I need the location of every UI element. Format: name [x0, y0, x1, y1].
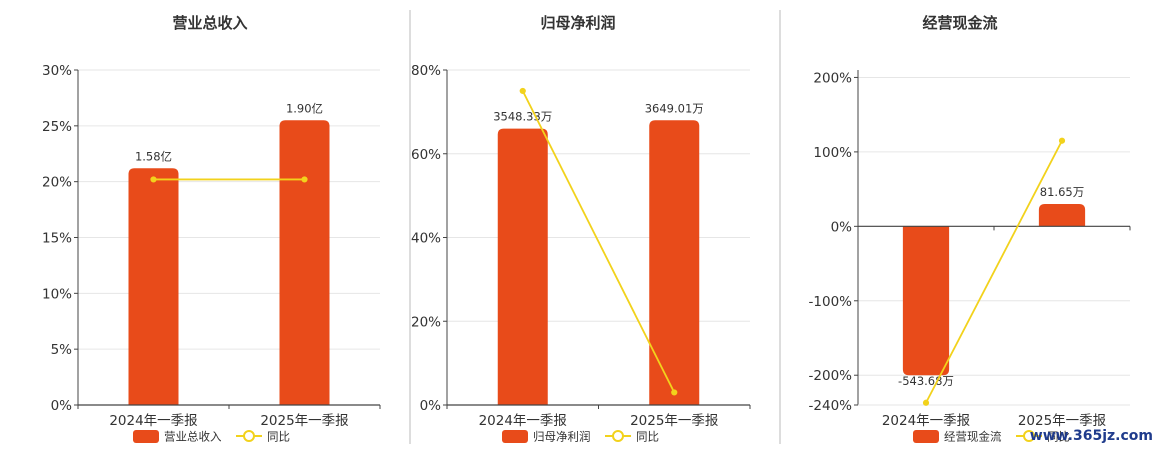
legend-bar-label: 归母净利润	[533, 430, 591, 444]
yoy-point	[519, 87, 526, 95]
y-tick-label: -200%	[809, 368, 853, 384]
y-tick-label: 30%	[42, 63, 72, 79]
chart-panel-2: 归母净利润 0% 20% 40% 60% 80% 3548.33万 3649.01万 2024年…	[411, 10, 781, 444]
y-tick-label: 25%	[42, 119, 72, 135]
chart-panel-1: 营业总收入 0% 5% 10% 15% 20% 25% 30% 1.58亿 1.90亿 2024年一…	[42, 10, 411, 444]
chart-title: 营业总收入	[172, 14, 247, 32]
data-label: 3649.01万	[645, 101, 704, 115]
y-tick-label: 60%	[411, 147, 441, 163]
yoy-point	[922, 399, 930, 406]
y-tick-label: 20%	[411, 314, 441, 330]
x-tick-label: 2025年一季报	[630, 413, 718, 429]
bar	[497, 128, 548, 405]
yoy-point	[1058, 137, 1066, 144]
y-tick-label: 40%	[411, 231, 441, 247]
legend-bar-swatch	[133, 430, 159, 443]
legend-line-marker	[243, 430, 255, 442]
y-tick-label: 0%	[831, 219, 853, 235]
y-tick-label: 100%	[813, 145, 852, 161]
yoy-point	[671, 389, 678, 396]
data-label: 1.58亿	[135, 149, 172, 163]
y-tick-label: 5%	[51, 342, 73, 358]
bar	[128, 168, 179, 405]
bar	[649, 120, 700, 405]
y-tick-label: -240%	[809, 398, 853, 414]
data-label: 1.90亿	[286, 101, 323, 115]
legend-bar-swatch	[502, 430, 528, 443]
y-tick-label: 15%	[42, 231, 72, 247]
chart-title: 经营现金流	[922, 14, 997, 32]
legend-line-label: 同比	[636, 430, 659, 444]
y-tick-label: -100%	[809, 294, 853, 310]
bar	[902, 226, 950, 376]
x-tick-label: 2024年一季报	[109, 413, 197, 429]
watermark: www.365jz.com	[1030, 428, 1153, 444]
x-tick-label: 2025年一季报	[260, 413, 348, 429]
y-tick-label: 200%	[813, 70, 852, 86]
y-tick-label: 80%	[411, 63, 441, 79]
y-tick-label: 0%	[51, 398, 73, 414]
legend-line-label: 同比	[267, 430, 290, 444]
y-tick-label: 10%	[42, 286, 72, 302]
data-label: -543.68万	[898, 374, 954, 388]
legend-bar-swatch	[913, 430, 939, 443]
chart-title: 归母净利润	[540, 14, 615, 32]
data-label: 81.65万	[1040, 185, 1084, 199]
x-tick-label: 2024年一季报	[882, 413, 970, 429]
yoy-line	[521, 90, 676, 393]
yoy-point	[301, 176, 308, 183]
legend-bar-label: 营业总收入	[164, 430, 222, 444]
yoy-line	[925, 140, 1063, 404]
legend-bar-label: 经营现金流	[944, 430, 1002, 444]
yoy-point	[150, 176, 157, 183]
y-tick-label: 20%	[42, 175, 72, 191]
x-tick-label: 2025年一季报	[1018, 413, 1106, 429]
x-tick-label: 2024年一季报	[479, 413, 567, 429]
y-tick-label: 0%	[420, 398, 442, 414]
chart-panel-3: 经营现金流 -240% -200% -100% 0% 100% 200% -543.68万 81…	[809, 14, 1131, 444]
bar	[279, 120, 330, 405]
legend-line-marker	[1023, 430, 1035, 442]
legend-line-label: 同比	[1047, 430, 1070, 444]
legend-line-marker	[612, 430, 624, 442]
bar	[1038, 204, 1086, 227]
data-label: 3548.33万	[493, 110, 552, 124]
